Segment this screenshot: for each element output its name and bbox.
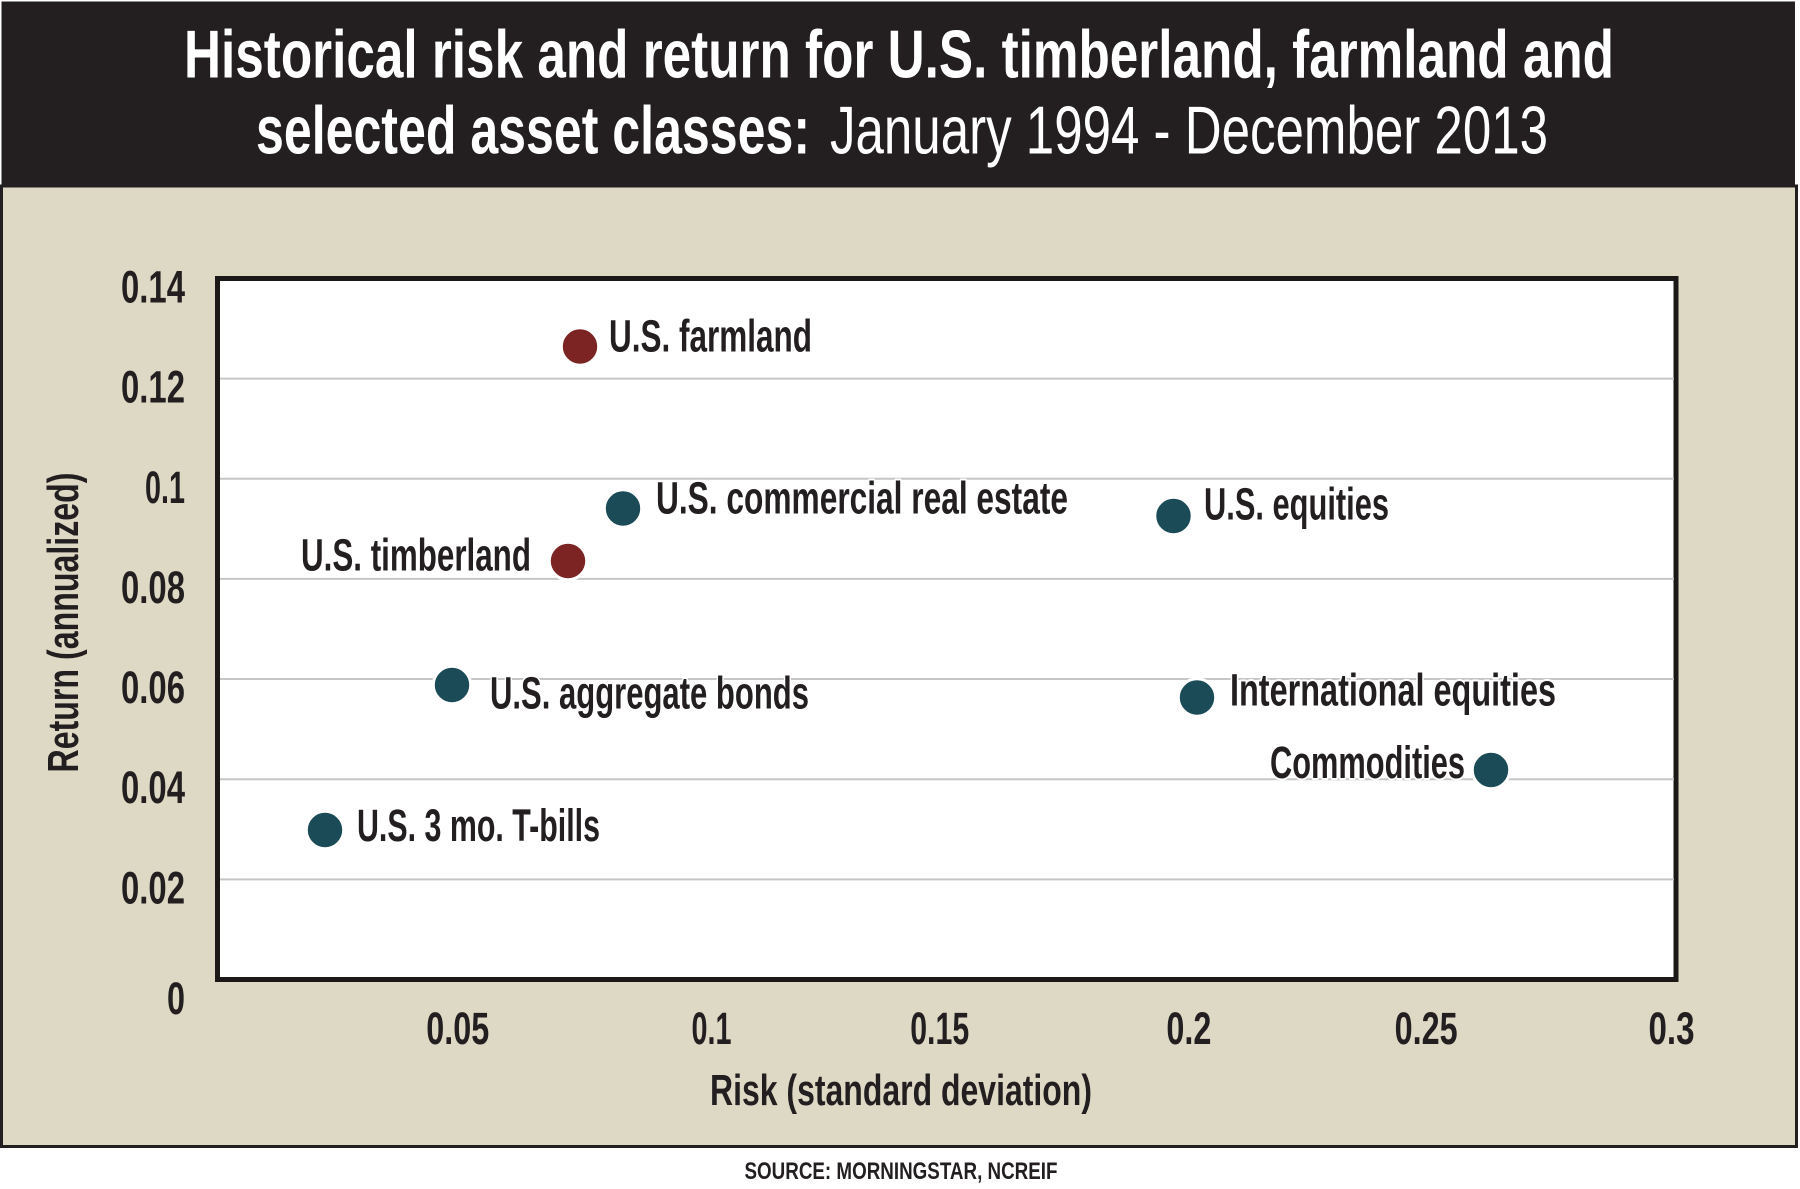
svg-text:Return (annualized): Return (annualized) <box>39 473 88 773</box>
svg-text:SOURCE: MORNINGSTAR, NCREIF: SOURCE: MORNINGSTAR, NCREIF <box>745 1158 1058 1185</box>
svg-text:0.25: 0.25 <box>1395 1003 1458 1054</box>
svg-text:U.S. commercial real estate: U.S. commercial real estate <box>656 472 1068 523</box>
svg-text:January 1994 - December 2013: January 1994 - December 2013 <box>830 93 1548 169</box>
svg-text:International equities: International equities <box>1230 664 1556 715</box>
svg-text:Commodities: Commodities <box>1270 737 1465 788</box>
svg-text:0.08: 0.08 <box>121 562 185 613</box>
svg-text:U.S. timberland: U.S. timberland <box>301 530 531 581</box>
svg-text:0.05: 0.05 <box>426 1003 489 1054</box>
svg-text:U.S. aggregate bonds: U.S. aggregate bonds <box>490 668 809 719</box>
svg-text:U.S. farmland: U.S. farmland <box>609 311 812 362</box>
svg-text:0.02: 0.02 <box>121 862 185 913</box>
svg-text:U.S. equities: U.S. equities <box>1204 479 1389 530</box>
svg-text:0.15: 0.15 <box>910 1003 969 1054</box>
svg-text:0.14: 0.14 <box>121 262 185 313</box>
svg-text:0.3: 0.3 <box>1649 1003 1695 1054</box>
svg-text:0.1: 0.1 <box>692 1003 732 1054</box>
svg-text:0.2: 0.2 <box>1166 1003 1211 1054</box>
svg-text:0.04: 0.04 <box>121 762 185 813</box>
svg-text:0.06: 0.06 <box>121 662 185 713</box>
svg-text:selected asset classes:: selected asset classes: <box>256 93 810 169</box>
svg-text:0.12: 0.12 <box>121 362 185 413</box>
svg-text:Risk (standard deviation): Risk (standard deviation) <box>710 1066 1092 1115</box>
svg-text:Historical risk and return for: Historical risk and return for U.S. timb… <box>184 17 1614 93</box>
svg-text:0: 0 <box>167 973 185 1024</box>
svg-text:U.S. 3 mo. T-bills: U.S. 3 mo. T-bills <box>357 800 600 851</box>
svg-text:0.1: 0.1 <box>145 462 185 513</box>
